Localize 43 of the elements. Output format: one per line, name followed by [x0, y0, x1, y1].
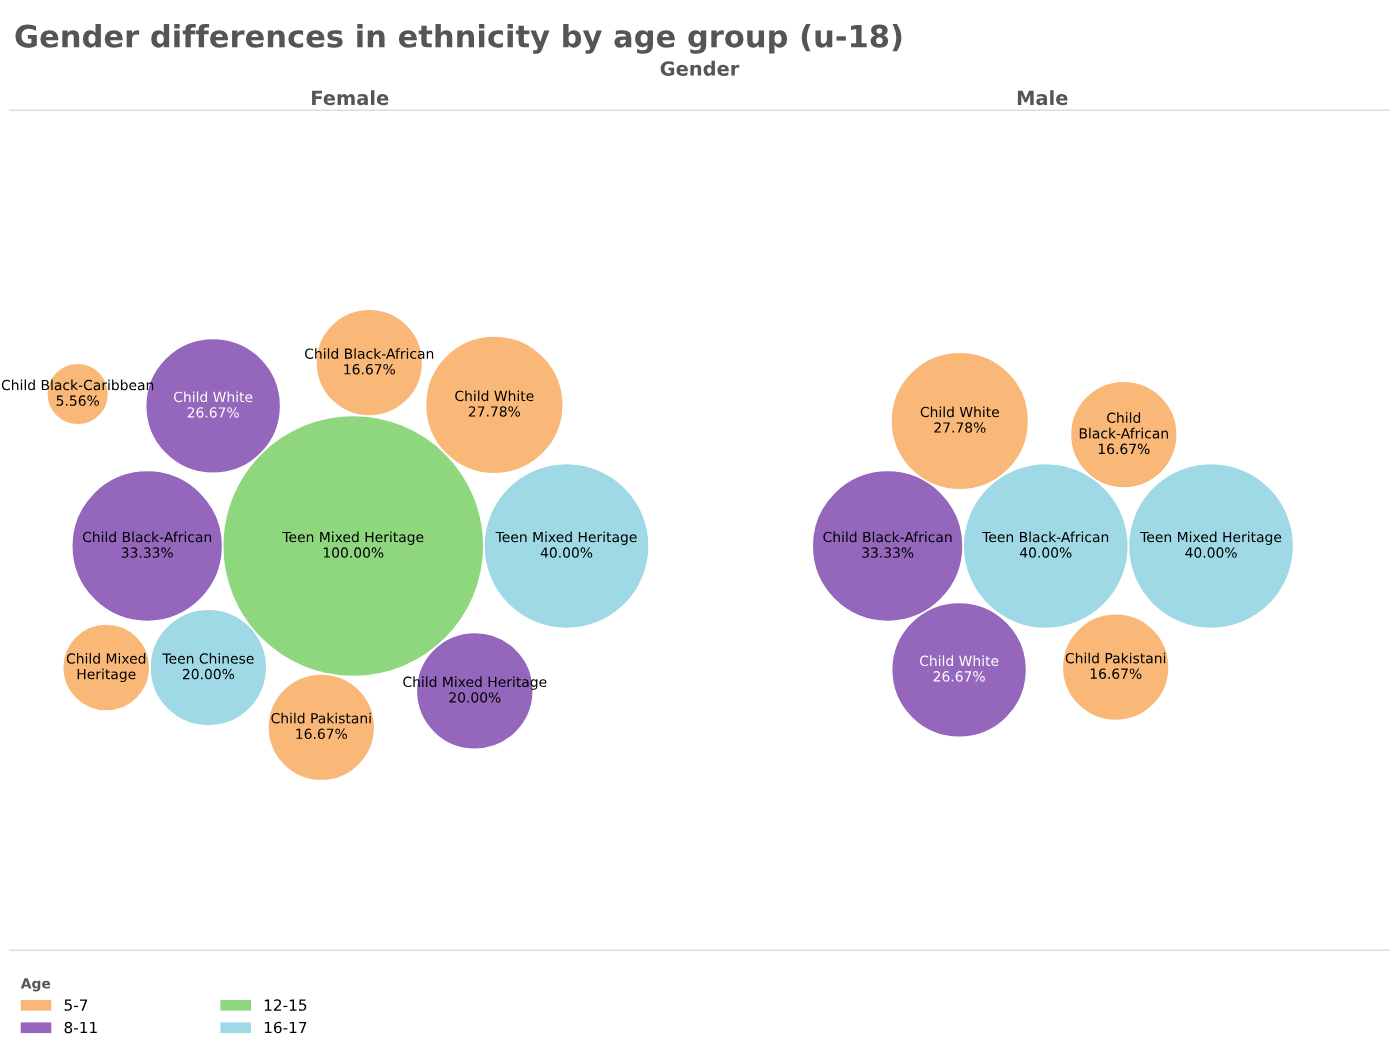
category-label: Child Black-African	[1079, 412, 1168, 439]
data-label: 27.78%	[934, 422, 986, 433]
data-label: 27.78%	[468, 406, 521, 417]
text: Gender	[660, 60, 740, 76]
category-label: Child Pakistani	[271, 712, 371, 724]
data-label: 26.67%	[187, 407, 239, 418]
data-label: 26.67%	[933, 671, 985, 682]
data-label: 16.67%	[296, 728, 348, 740]
text: Gender differences in ethnicity by age group (u-18)	[15, 24, 902, 54]
category-label: Child White	[920, 406, 999, 418]
category-label: Child Black-African	[82, 531, 212, 543]
data-label: 16.67%	[344, 363, 395, 375]
category-label: Child White	[455, 390, 534, 402]
legend-label: 16-17	[264, 1021, 307, 1034]
data-label: 33.33%	[121, 547, 173, 558]
category-label: Child Black-Caribbean	[1, 379, 154, 391]
data-label: 20.00%	[449, 692, 501, 703]
legend-label: 5-7	[64, 999, 88, 1011]
category-label: Child Black-African	[823, 531, 952, 543]
data-label: 100.00%	[323, 547, 384, 558]
data-label: 5.56%	[56, 395, 99, 406]
data-label: 40.00%	[1185, 547, 1237, 558]
data-label: 33.33%	[862, 547, 914, 558]
category-label: Teen Mixed Heritage	[282, 531, 424, 545]
category-label: Child White	[919, 655, 999, 667]
category-label: Teen Mixed Heritage	[495, 531, 637, 545]
legend-label: 12-15	[264, 999, 307, 1011]
data-label: 16.67%	[1098, 443, 1150, 455]
category-label: Child Mixed Heritage	[66, 653, 146, 683]
text: Female	[312, 90, 389, 106]
legend-title: Age	[20, 978, 51, 992]
category-label: Child White	[174, 391, 253, 403]
text: Male	[1017, 90, 1068, 106]
category-label: Child Pakistani	[1065, 652, 1166, 664]
data-label: 20.00%	[182, 668, 235, 680]
category-label: Child Black-African	[305, 348, 434, 359]
data-label: 16.67%	[1090, 668, 1142, 679]
data-label: 40.00%	[540, 547, 593, 558]
legend-label: 8-11	[64, 1021, 97, 1034]
category-label: Teen Black-African	[982, 531, 1109, 543]
category-label: Teen Chinese	[162, 653, 254, 664]
data-label: 40.00%	[1019, 547, 1072, 558]
category-label: Teen Mixed Heritage	[1140, 531, 1282, 545]
